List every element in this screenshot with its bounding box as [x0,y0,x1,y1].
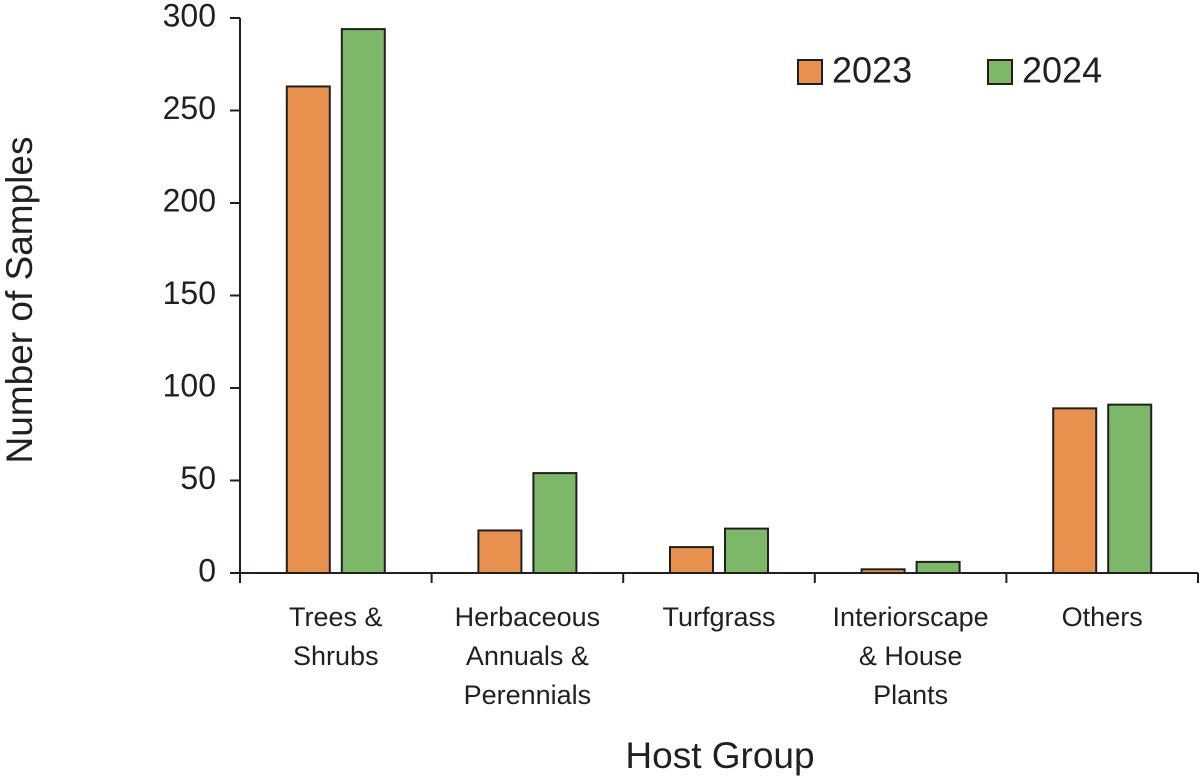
y-tick-label: 150 [163,275,216,311]
x-tick-label: Interiorscape & House Plants [832,602,989,710]
bar [669,546,714,574]
bar [724,527,769,574]
bar [477,529,523,575]
bar [532,472,578,575]
bar [1107,403,1153,574]
y-tick-label: 200 [163,182,216,218]
x-tick-label: Others [1061,602,1143,632]
x-tick-label: Herbaceous Annuals & Perennials [454,602,601,710]
y-axis-title: Number of Samples [0,137,40,464]
y-tick-label: 50 [180,460,216,496]
y-tick-label: 300 [163,0,216,33]
bar [915,560,961,575]
x-tick-label: Trees & Shrubs [289,602,383,671]
y-tick-label: 250 [163,90,216,126]
bar [285,85,331,574]
x-axis-title: Host Group [625,735,814,776]
bar [860,568,906,574]
y-tick-label: 100 [163,367,216,403]
legend-label: 2024 [1022,50,1102,91]
x-tick-label: Turfgrass [662,602,776,632]
bar [340,28,386,575]
bar [1052,407,1098,574]
legend-label: 2023 [832,50,912,91]
y-tick-label: 0 [198,552,216,588]
legend-swatch [987,59,1013,85]
legend-swatch [797,59,823,85]
